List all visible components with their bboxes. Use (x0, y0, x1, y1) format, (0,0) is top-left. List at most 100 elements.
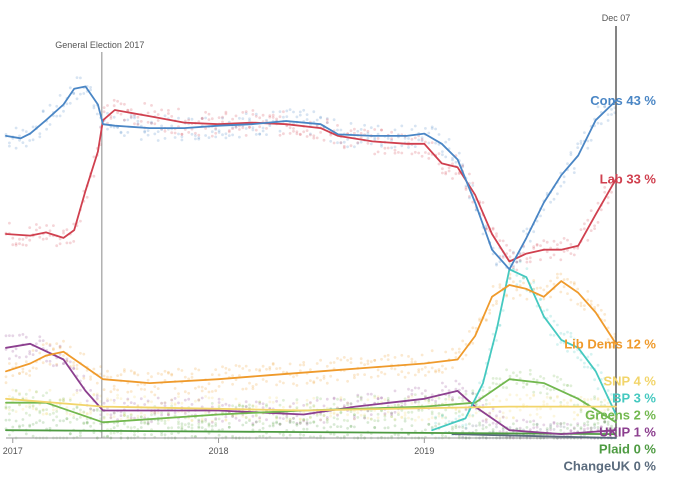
poll-dot-plaid (525, 426, 529, 429)
poll-dot-snp (106, 397, 109, 401)
poll-dot-snp (515, 393, 519, 397)
poll-dot-ukip (258, 402, 262, 405)
poll-dot-lib-dems (410, 360, 414, 364)
poll-dot-ukip (583, 427, 586, 431)
poll-dot-plaid (55, 424, 59, 427)
poll-dot-cons (562, 175, 566, 179)
poll-dot-lib-dems (244, 387, 248, 391)
poll-dot-lib-dems (234, 378, 238, 381)
poll-dot-ukip (210, 421, 214, 424)
poll-dot-greens (62, 397, 65, 400)
poll-dot-ukip (109, 413, 113, 417)
poll-dot-lib-dems (102, 388, 106, 391)
poll-dot-ukip (261, 406, 265, 410)
poll-dot-ukip (559, 422, 563, 426)
poll-dot-cons (92, 106, 96, 110)
poll-dot-lib-dems (102, 374, 106, 378)
poll-dot-greens (447, 395, 451, 398)
poll-dot-greens (505, 386, 508, 390)
poll-dot-snp (244, 415, 248, 419)
poll-dot-lib-dems (464, 353, 468, 357)
poll-dot-lab (65, 228, 69, 232)
poll-dot-greens (170, 404, 174, 408)
poll-dot-snp (535, 412, 539, 416)
poll-dot-ukip (4, 334, 8, 338)
poll-dot-greens (444, 408, 448, 412)
poll-dot-plaid (7, 418, 11, 422)
poll-dot-snp (566, 401, 569, 405)
poll-dot-plaid (170, 432, 174, 435)
poll-dot-plaid (478, 421, 481, 425)
poll-dot-cons (393, 128, 397, 132)
poll-dot-plaid (407, 433, 410, 436)
poll-dot-lib-dems (586, 290, 590, 293)
poll-dot-ukip (454, 379, 458, 383)
poll-dot-plaid (441, 434, 444, 437)
poll-dot-ukip (31, 353, 35, 356)
poll-dot-greens (589, 417, 593, 420)
poll-dot-lab (14, 242, 18, 246)
poll-dot-lab (85, 195, 89, 199)
poll-dot-plaid (251, 423, 255, 427)
series-label-changeuk: ChangeUK 0 % (564, 459, 657, 474)
poll-dot-plaid (261, 426, 265, 430)
poll-dot-greens (545, 387, 549, 390)
poll-dot-greens (556, 379, 559, 383)
poll-dot-snp (468, 414, 471, 418)
poll-dot-lab (305, 129, 309, 133)
poll-dot-lab (241, 111, 245, 114)
poll-dot-greens (336, 417, 339, 421)
poll-dot-plaid (549, 426, 552, 430)
poll-dot-plaid (596, 426, 600, 429)
poll-dot-greens (190, 426, 194, 430)
poll-dot-snp (441, 416, 444, 420)
poll-dot-ukip (383, 412, 387, 416)
poll-dot-greens (579, 410, 583, 414)
poll-dot-lib-dems (146, 378, 150, 382)
poll-dot-cons (58, 94, 62, 97)
poll-dot-lib-dems (572, 281, 576, 285)
poll-dot-greens (413, 393, 417, 396)
poll-dot-ukip (386, 399, 390, 403)
poll-dot-cons (7, 141, 11, 145)
poll-dot-snp (407, 416, 410, 420)
poll-dot-cons (48, 123, 52, 126)
poll-dot-greens (376, 412, 380, 416)
poll-dot-bp (498, 324, 502, 327)
poll-dot-bp (569, 335, 573, 338)
poll-dot-snp (119, 397, 123, 400)
poll-dot-ukip (491, 407, 495, 410)
poll-dot-cons (227, 134, 231, 138)
poll-dot-ukip (305, 422, 309, 426)
poll-dot-ukip (528, 428, 532, 431)
poll-dot-lib-dems (596, 303, 600, 307)
poll-dot-ukip (7, 357, 11, 361)
poll-dot-ukip (204, 418, 208, 421)
poll-dot-greens (403, 417, 407, 420)
poll-dot-bp (566, 330, 569, 334)
poll-dot-cons (254, 112, 258, 116)
poll-dot-snp (79, 401, 82, 405)
poll-dot-lab (397, 151, 400, 154)
poll-dot-cons (457, 151, 461, 155)
poll-dot-snp (35, 408, 38, 412)
poll-dot-snp (31, 407, 35, 410)
poll-dot-greens (359, 398, 363, 402)
poll-dot-cons (24, 144, 28, 148)
poll-dot-snp (410, 401, 414, 405)
poll-dot-lib-dems (227, 368, 231, 372)
poll-dot-plaid (48, 426, 52, 430)
poll-dot-lib-dems (31, 366, 35, 370)
poll-dot-lab (55, 244, 59, 248)
poll-dot-bp (518, 260, 522, 264)
poll-dot-lib-dems (518, 293, 522, 297)
poll-dot-changeuk (464, 427, 468, 430)
poll-dot-cons (586, 146, 590, 150)
poll-dot-greens (129, 413, 133, 417)
poll-dot-lib-dems (603, 319, 607, 322)
poll-dot-lab (163, 129, 167, 133)
poll-dot-ukip (4, 348, 8, 351)
poll-dot-lib-dems (505, 293, 508, 297)
poll-dot-lib-dems (451, 347, 454, 351)
poll-dot-cons (339, 128, 343, 132)
